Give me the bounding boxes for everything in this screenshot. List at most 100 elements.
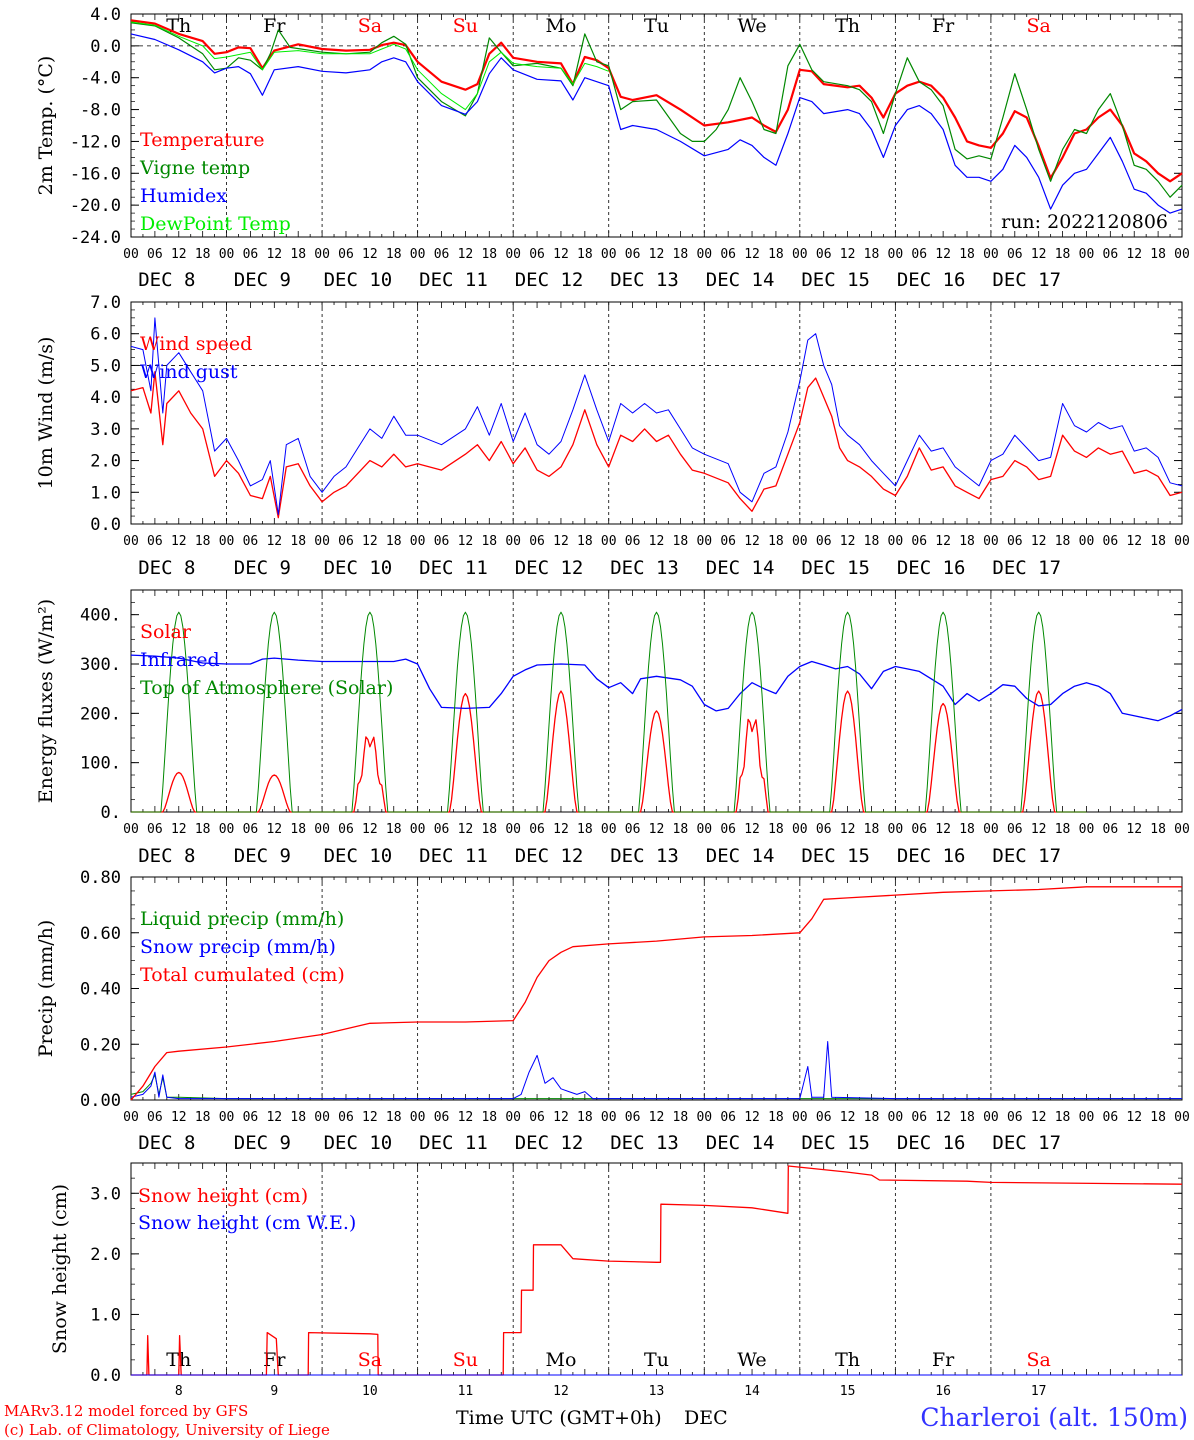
panel-temp: 4.0 0.0 -4.0 -8.0 -12.0 -16.0 -20.0 -24.0 2m Tem…	[35, 5, 1190, 291]
x-hour-label: 12	[935, 534, 951, 549]
x-hour-label: 06	[147, 247, 163, 262]
x-day-label: DEC 17	[992, 269, 1061, 291]
x-hour-label: 00	[123, 1110, 139, 1125]
x-hour-label: 12	[266, 822, 282, 837]
x-hour-label: 18	[577, 822, 593, 837]
x-hour-label: 18	[1150, 534, 1166, 549]
x-hour-label: 12	[266, 247, 282, 262]
x-hour-label: 00	[410, 247, 426, 262]
legend-entry: Liquid precip (mm/h)	[140, 908, 344, 930]
y-tick-label: 0.20	[80, 1035, 121, 1055]
x-hour-label: 00	[601, 247, 617, 262]
x-hour-label: 12	[458, 822, 474, 837]
x-hour-label: 06	[625, 1110, 641, 1125]
x-day-label: DEC 8	[138, 1132, 195, 1154]
x-hour-label: 12	[935, 822, 951, 837]
series-temperature	[130, 19, 1183, 183]
y-tick-label: 0.0	[90, 515, 121, 535]
y-tick-label: -16.0	[70, 164, 121, 184]
x-hour-label: 18	[1055, 247, 1071, 262]
weekday-label: Mo	[546, 1349, 577, 1371]
x-day-label: DEC 17	[992, 1132, 1061, 1154]
x-hour-label: 06	[816, 247, 832, 262]
weekday-label: Th	[835, 15, 860, 37]
x-day-label: DEC 15	[801, 557, 870, 579]
x-hour-label: 12	[1126, 534, 1142, 549]
x-day-number: 14	[744, 1384, 760, 1399]
x-hour-label: 00	[696, 534, 712, 549]
x-hour-label: 18	[386, 247, 402, 262]
panel-precip: 0.80 0.60 0.40 0.20 0.00 Precip (mm/h) 00 06 12 1…	[35, 868, 1190, 1154]
x-hour-label: 12	[553, 1110, 569, 1125]
x-day-label: DEC 16	[897, 557, 966, 579]
x-day-label: DEC 12	[515, 1132, 584, 1154]
x-hour-label: 18	[481, 1110, 497, 1125]
x-hour-label: 06	[434, 1110, 450, 1125]
series-vigne-temp	[130, 22, 1183, 198]
x-hour-label: 18	[959, 822, 975, 837]
x-hour-label: 06	[434, 822, 450, 837]
legend-entry: Wind speed	[140, 333, 252, 355]
x-day-label: DEC 14	[706, 269, 775, 291]
legend-entry: Vigne temp	[139, 157, 250, 179]
x-hour-label: 18	[673, 534, 689, 549]
legend-entry: Temperature	[140, 129, 264, 151]
x-hour-label: 12	[171, 1110, 187, 1125]
x-hour-label: 00	[505, 822, 521, 837]
legend-entry: Wind gust	[140, 361, 238, 383]
series-humidex	[130, 33, 1183, 214]
weekday-label: Mo	[546, 15, 577, 37]
x-day-label: DEC 13	[610, 269, 679, 291]
x-hour-label: 12	[744, 822, 760, 837]
x-hour-label: 06	[243, 1110, 259, 1125]
x-hour-label: 12	[840, 534, 856, 549]
x-day-label: DEC 12	[515, 845, 584, 867]
x-hour-label: 12	[362, 1110, 378, 1125]
x-hour-label: 06	[911, 534, 927, 549]
weekday-label: Fr	[263, 1349, 286, 1371]
x-hour-label: 18	[481, 247, 497, 262]
weekday-label: We	[737, 15, 766, 37]
x-hour-label: 18	[768, 822, 784, 837]
legend-entry: Snow precip (mm/h)	[140, 936, 336, 958]
y-tick-label: 7.0	[90, 293, 121, 313]
x-hour-label: 06	[816, 1110, 832, 1125]
x-hour-label: 00	[1174, 247, 1190, 262]
weekday-label: Th	[835, 1349, 860, 1371]
y-tick-label: 2.0	[90, 1245, 121, 1265]
x-hour-label: 00	[983, 822, 999, 837]
x-hour-label: 00	[888, 247, 904, 262]
x-hour-label: 18	[864, 1110, 880, 1125]
x-hour-label: 18	[1055, 822, 1071, 837]
x-hour-label: 12	[840, 247, 856, 262]
y-tick-label: 400.	[80, 606, 121, 626]
y-tick-label: 3.0	[90, 1184, 121, 1204]
x-hour-label: 12	[649, 247, 665, 262]
x-day-number: 10	[362, 1384, 378, 1399]
x-hour-label: 00	[888, 534, 904, 549]
x-hour-label: 06	[1007, 1110, 1023, 1125]
x-hour-label: 12	[171, 534, 187, 549]
x-hour-label: 00	[1079, 1110, 1095, 1125]
x-hour-label: 00	[792, 534, 808, 549]
x-day-label: DEC 15	[801, 1132, 870, 1154]
y-tick-label: 0.40	[80, 980, 121, 1000]
x-day-number: 12	[553, 1384, 569, 1399]
x-hour-label: 00	[123, 534, 139, 549]
x-day-label: DEC 17	[992, 557, 1061, 579]
x-hour-label: 18	[864, 247, 880, 262]
x-day-label: DEC 15	[801, 269, 870, 291]
y-tick-label: 200.	[80, 704, 121, 724]
y-tick-label: -8.0	[80, 101, 121, 121]
y-axis-title: Energy fluxes (W/m²)	[35, 599, 57, 803]
x-day-label: DEC 14	[706, 1132, 775, 1154]
x-hour-label: 18	[959, 247, 975, 262]
x-hour-label: 12	[840, 1110, 856, 1125]
x-hour-label: 00	[696, 822, 712, 837]
x-day-label: DEC 16	[897, 1132, 966, 1154]
y-tick-label: 5.0	[90, 356, 121, 376]
x-hour-label: 12	[553, 822, 569, 837]
x-day-label: DEC 9	[234, 269, 291, 291]
x-day-label: DEC 17	[992, 845, 1061, 867]
